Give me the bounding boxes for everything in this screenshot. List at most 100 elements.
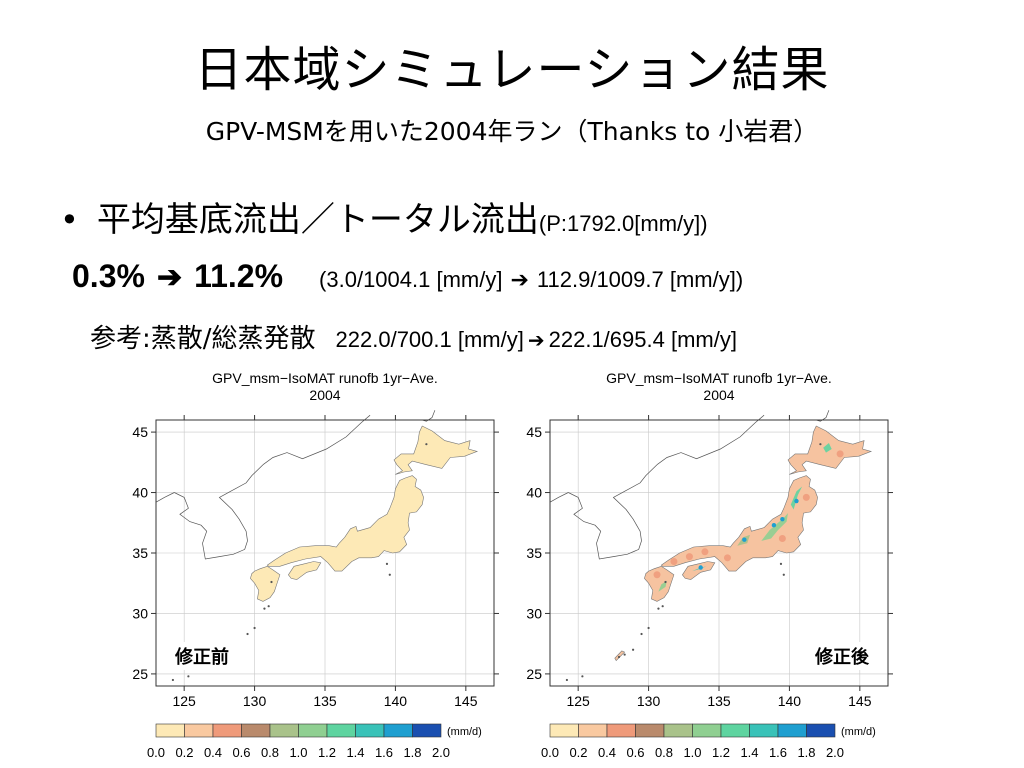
ratio-line: 0.3% ➔ 11.2% (3.0/1004.1 [mm/y] ➔ 112.9/1009.… bbox=[72, 258, 743, 295]
island bbox=[631, 648, 635, 651]
x-tick-label: 140 bbox=[778, 693, 802, 709]
coastline bbox=[155, 492, 175, 503]
colorbar-swatch bbox=[355, 723, 385, 738]
panel-label: 修正前 bbox=[174, 646, 229, 668]
colorbar-tick-label: 0.2 bbox=[569, 745, 587, 760]
runoff-mid-spot bbox=[670, 557, 678, 565]
land-region bbox=[288, 561, 322, 580]
island bbox=[270, 580, 273, 584]
coastline bbox=[174, 464, 264, 560]
colorbar-swatch bbox=[606, 723, 636, 738]
coastline bbox=[549, 492, 569, 503]
reference-label: 参考:蒸散/総蒸発散 bbox=[90, 324, 316, 354]
y-tick-label: 25 bbox=[526, 666, 542, 682]
runoff-patch bbox=[823, 443, 832, 453]
island bbox=[253, 626, 256, 630]
land-region bbox=[660, 475, 818, 572]
runoff-mid-spot bbox=[653, 571, 661, 579]
colorbar-swatch bbox=[749, 723, 779, 738]
colorbar-swatch bbox=[635, 723, 665, 738]
colorbar-tick-label: 1.6 bbox=[769, 745, 787, 760]
colorbar-tick-label: 0.4 bbox=[204, 745, 222, 760]
x-tick-label: 135 bbox=[313, 693, 337, 709]
x-tick-label: 145 bbox=[454, 693, 478, 709]
runoff-mid-spot bbox=[778, 534, 786, 542]
coastline bbox=[656, 414, 765, 465]
coastline bbox=[262, 414, 371, 465]
y-tick-label: 25 bbox=[132, 666, 148, 682]
colorbar-tick-label: 1.4 bbox=[740, 745, 758, 760]
land-region bbox=[644, 565, 675, 602]
colorbar-swatch bbox=[777, 723, 807, 738]
colorbar-tick-label: 0.0 bbox=[541, 745, 559, 760]
colorbar-unit: (mm/d) bbox=[447, 726, 482, 738]
map-before: GPV_msm−IsoMAT runofb 1yr−Ave.2004 125 130… bbox=[132, 370, 499, 760]
island bbox=[661, 605, 664, 608]
island bbox=[647, 626, 650, 630]
x-tick-label: 130 bbox=[243, 693, 267, 709]
ratio-detail-after: 112.9/1009.7 [mm/y]) bbox=[536, 267, 744, 292]
colorbar-swatch bbox=[663, 723, 693, 738]
island bbox=[388, 573, 391, 576]
island bbox=[623, 653, 626, 656]
coastline bbox=[422, 410, 436, 422]
runoff-patch bbox=[658, 580, 667, 592]
ratio-before: 0.3% bbox=[72, 258, 145, 294]
x-tick-label: 135 bbox=[707, 693, 731, 709]
island bbox=[565, 678, 569, 682]
runoff-patch bbox=[790, 486, 803, 510]
colorbar-tick-label: 0.2 bbox=[175, 745, 193, 760]
reference-detail-before: 222.0/700.1 [mm/y] bbox=[335, 327, 524, 352]
y-tick-label: 35 bbox=[526, 545, 542, 561]
map-title: GPV_msm−IsoMAT runofb 1yr−Ave. bbox=[606, 370, 832, 386]
y-tick-label: 35 bbox=[132, 545, 148, 561]
x-tick-label: 145 bbox=[848, 693, 872, 709]
y-tick-label: 45 bbox=[132, 424, 148, 440]
arrow-icon: ➔ bbox=[510, 267, 529, 292]
runoff-mid-spot bbox=[685, 553, 693, 561]
colorbar-unit: (mm/d) bbox=[841, 726, 876, 738]
colorbar-tick-label: 2.0 bbox=[432, 745, 450, 760]
colorbar-tick-label: 1.8 bbox=[797, 745, 815, 760]
colorbar-tick-label: 0.4 bbox=[598, 745, 616, 760]
coastline bbox=[568, 464, 658, 560]
runoff-mid-spot bbox=[836, 450, 844, 458]
panel-label: 修正後 bbox=[814, 646, 870, 668]
runoff-mid-spot bbox=[701, 548, 709, 556]
colorbar-swatch bbox=[549, 723, 579, 738]
colorbar-tick-label: 1.0 bbox=[289, 745, 307, 760]
reference-detail-after: 222.1/695.4 [mm/y] bbox=[548, 327, 737, 352]
island bbox=[171, 678, 174, 682]
land-region bbox=[250, 565, 281, 602]
colorbar-tick-label: 0.0 bbox=[147, 745, 165, 760]
colorbar-swatch bbox=[720, 723, 750, 738]
colorbar-swatch bbox=[806, 723, 836, 738]
runoff-high-spot bbox=[771, 522, 777, 528]
island bbox=[263, 607, 266, 610]
bullet-symbol: • bbox=[60, 201, 79, 239]
map-subtitle: 2004 bbox=[703, 387, 734, 403]
x-tick-label: 140 bbox=[384, 693, 408, 709]
colorbar-tick-label: 1.2 bbox=[712, 745, 730, 760]
colorbar-swatch bbox=[412, 723, 442, 738]
runoff-high-spot bbox=[742, 537, 747, 542]
runoff-high-spot bbox=[780, 516, 785, 522]
colorbar-swatch bbox=[241, 723, 271, 738]
colorbar-tick-label: 1.2 bbox=[318, 745, 336, 760]
colorbar-tick-label: 0.6 bbox=[232, 745, 250, 760]
ratio-after: 11.2% bbox=[194, 258, 284, 294]
island bbox=[425, 443, 428, 446]
y-tick-label: 40 bbox=[526, 485, 542, 501]
colorbar-swatch bbox=[326, 723, 356, 738]
land-region bbox=[266, 475, 424, 572]
colorbar-tick-label: 1.6 bbox=[375, 745, 393, 760]
grid-lines bbox=[156, 420, 494, 686]
island bbox=[664, 580, 667, 584]
runoff-mid-spot bbox=[802, 493, 810, 501]
island bbox=[385, 562, 389, 565]
ratio-detail-before: (3.0/1004.1 [mm/y] bbox=[319, 267, 503, 292]
x-tick-label: 125 bbox=[172, 693, 196, 709]
runoff-mid-spot bbox=[723, 554, 731, 562]
runoff-high-spot bbox=[794, 498, 799, 504]
